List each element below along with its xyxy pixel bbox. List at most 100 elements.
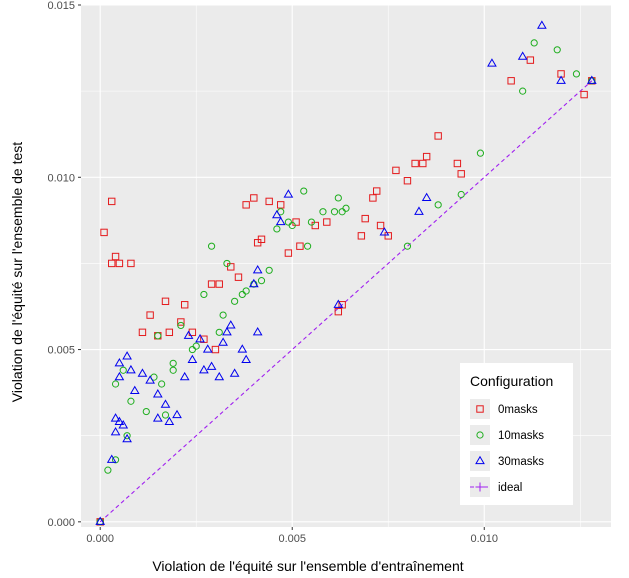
- data-point-0masks: [146, 311, 154, 319]
- data-point-10masks: [330, 208, 339, 216]
- data-point-0masks: [242, 201, 250, 209]
- data-point-30masks: [586, 75, 597, 84]
- y-tick-label: 0.000: [47, 517, 75, 529]
- legend-label: 30masks: [498, 456, 544, 468]
- data-point-10masks: [303, 242, 312, 250]
- data-point-30masks: [110, 426, 121, 436]
- data-point-30masks: [229, 368, 240, 377]
- legend-entries: 0masks 10masks 30masks ideal: [470, 399, 544, 497]
- data-point-30masks: [414, 206, 424, 215]
- data-point-0masks: [384, 232, 392, 240]
- data-point-30masks: [137, 368, 148, 377]
- legend-key: [470, 399, 490, 419]
- data-point-30masks: [187, 354, 198, 363]
- data-point-10masks: [307, 218, 316, 226]
- data-point-30masks: [183, 330, 194, 339]
- legend-marker-30masks: [475, 455, 485, 465]
- data-point-30masks: [95, 516, 106, 525]
- data-point-10masks: [231, 297, 239, 305]
- data-point-10masks: [215, 328, 223, 336]
- series-30masks: [95, 20, 597, 525]
- legend-title: Configuration: [470, 373, 553, 389]
- data-point-0masks: [526, 56, 535, 64]
- data-point-30masks: [214, 371, 225, 381]
- data-point-10masks: [572, 70, 581, 78]
- data-point-30masks: [202, 344, 213, 353]
- x-axis-title: Violation de l'équité sur l'ensemble d'e…: [152, 558, 463, 574]
- data-point-30masks: [164, 416, 175, 426]
- data-point-10masks: [219, 311, 227, 319]
- data-point-30masks: [421, 192, 432, 202]
- legend-label: 0masks: [498, 404, 538, 416]
- data-point-30masks: [118, 420, 129, 429]
- data-point-10masks: [223, 259, 231, 268]
- data-point-10masks: [158, 380, 166, 388]
- data-point-0masks: [277, 201, 285, 209]
- data-point-10masks: [192, 342, 200, 350]
- data-point-30masks: [122, 351, 132, 360]
- data-point-0masks: [369, 194, 377, 202]
- data-point-0masks: [177, 318, 185, 326]
- data-point-10masks: [530, 39, 538, 47]
- data-point-30masks: [152, 389, 163, 398]
- legend-marker-10masks: [476, 431, 484, 439]
- data-point-10masks: [127, 397, 135, 405]
- data-point-0masks: [138, 328, 147, 337]
- data-point-10masks: [169, 366, 177, 374]
- data-point-10masks: [553, 46, 561, 54]
- data-point-0masks: [180, 301, 189, 309]
- ideal-diagonal-line: [99, 80, 593, 523]
- data-point-30masks: [237, 344, 248, 353]
- data-point-30masks: [195, 333, 205, 343]
- data-point-10masks: [476, 149, 485, 157]
- data-point-0masks: [100, 228, 108, 237]
- data-point-10masks: [154, 332, 162, 340]
- data-point-10masks: [123, 432, 131, 440]
- data-point-0masks: [422, 152, 431, 161]
- data-point-0masks: [257, 235, 266, 243]
- data-point-0masks: [453, 159, 462, 168]
- data-point-10masks: [142, 407, 150, 416]
- data-point-10masks: [519, 87, 527, 95]
- x-tick-label: 0.000: [86, 533, 114, 545]
- data-point-10masks: [265, 266, 273, 274]
- data-point-30masks: [275, 216, 286, 226]
- grid-lines: [81, 4, 611, 527]
- data-point-0masks: [323, 218, 331, 226]
- data-point-30masks: [272, 209, 282, 219]
- legend-marker-ideal: [475, 482, 485, 492]
- data-point-0masks: [457, 170, 465, 178]
- data-point-30masks: [487, 58, 497, 67]
- data-point-30masks: [241, 354, 252, 363]
- data-point-30masks: [145, 375, 155, 384]
- data-point-30masks: [110, 413, 121, 422]
- data-point-30masks: [126, 364, 136, 374]
- data-point-0masks: [115, 259, 124, 268]
- data-point-10masks: [288, 221, 296, 230]
- y-axis-title: Violation de l'équité sur l'ensemble de …: [9, 142, 25, 402]
- x-tick-label: 0.010: [470, 533, 498, 545]
- data-point-0masks: [411, 159, 419, 168]
- legend-label: 10masks: [498, 430, 544, 442]
- data-point-30masks: [206, 361, 217, 370]
- data-point-30masks: [379, 227, 390, 236]
- data-point-10masks: [177, 321, 185, 330]
- data-point-30masks: [283, 189, 294, 198]
- data-point-30masks: [122, 433, 132, 443]
- data-point-0masks: [111, 252, 120, 261]
- data-point-10masks: [257, 277, 266, 285]
- data-point-30masks: [556, 75, 566, 84]
- data-point-10masks: [207, 242, 216, 250]
- data-point-30masks: [517, 51, 528, 60]
- data-point-0masks: [373, 187, 381, 195]
- data-point-30masks: [199, 364, 209, 374]
- data-point-10masks: [104, 466, 112, 474]
- data-point-30masks: [160, 399, 171, 408]
- data-point-0masks: [434, 132, 442, 140]
- data-point-10masks: [342, 204, 350, 212]
- data-points: [95, 20, 597, 526]
- data-point-30masks: [225, 320, 236, 329]
- data-point-30masks: [333, 299, 344, 308]
- data-point-0masks: [127, 259, 135, 268]
- series-10masks: [96, 39, 596, 526]
